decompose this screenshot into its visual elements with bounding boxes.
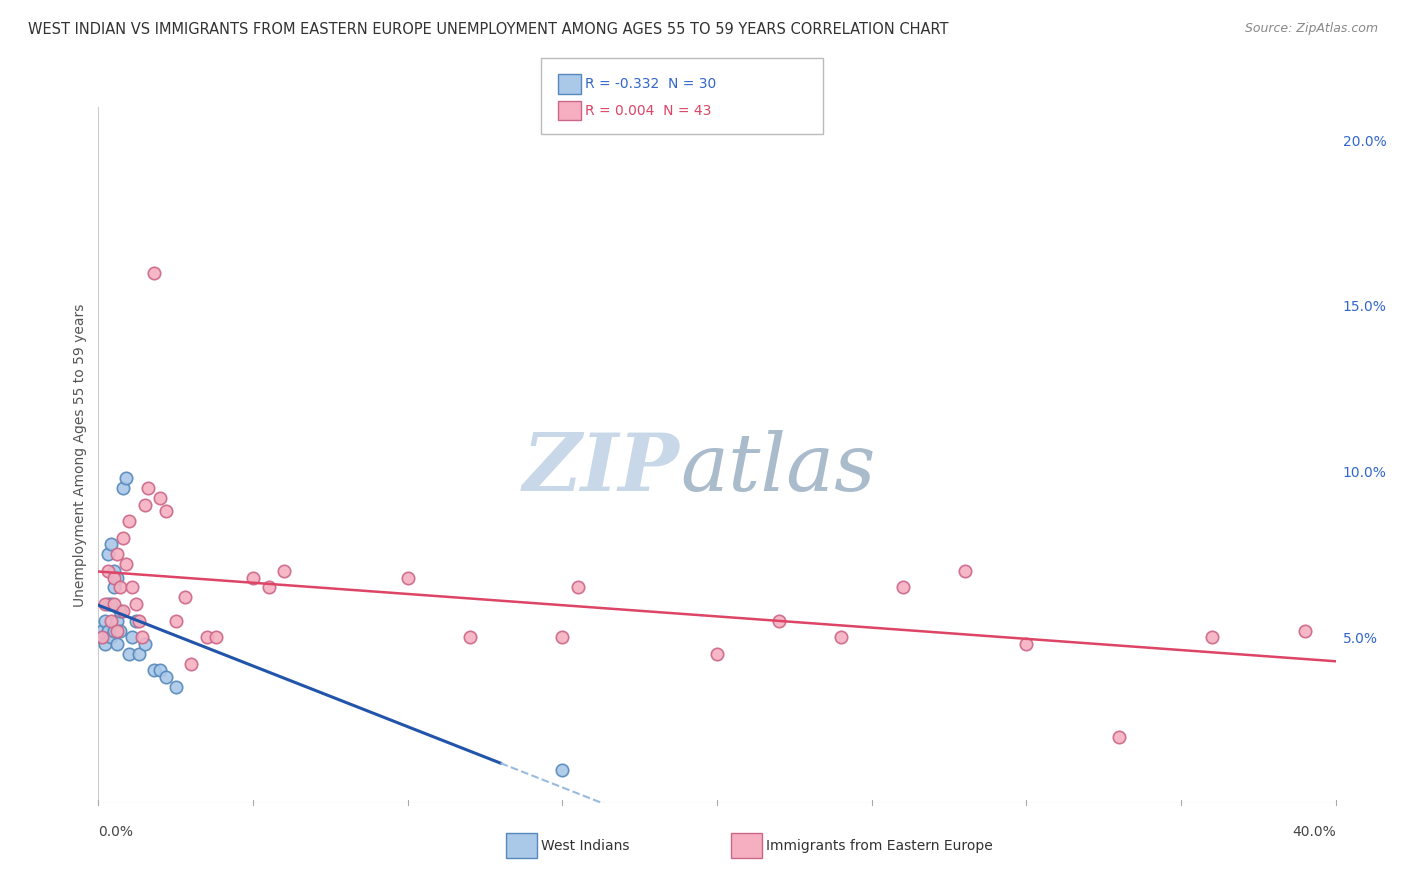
Point xyxy=(149,663,172,677)
Point xyxy=(195,630,218,644)
Text: atlas: atlas xyxy=(681,430,876,508)
Point xyxy=(149,491,172,505)
Y-axis label: Unemployment Among Ages 55 to 59 years: Unemployment Among Ages 55 to 59 years xyxy=(73,303,87,607)
Point xyxy=(273,564,295,578)
Point xyxy=(97,547,120,561)
Text: R = 0.004  N = 43: R = 0.004 N = 43 xyxy=(585,103,711,118)
Point xyxy=(891,581,914,595)
Point xyxy=(134,637,156,651)
Point xyxy=(105,637,128,651)
Point xyxy=(100,614,122,628)
Point xyxy=(136,481,159,495)
Point xyxy=(551,763,574,777)
Point xyxy=(100,537,122,551)
Point xyxy=(1294,624,1316,638)
Point xyxy=(953,564,976,578)
Point xyxy=(103,570,125,584)
Point xyxy=(205,630,228,644)
Point xyxy=(155,504,177,518)
Point xyxy=(112,481,135,495)
Point xyxy=(242,570,264,584)
Point xyxy=(567,581,589,595)
Text: WEST INDIAN VS IMMIGRANTS FROM EASTERN EUROPE UNEMPLOYMENT AMONG AGES 55 TO 59 Y: WEST INDIAN VS IMMIGRANTS FROM EASTERN E… xyxy=(28,22,949,37)
Point xyxy=(768,614,790,628)
Text: Immigrants from Eastern Europe: Immigrants from Eastern Europe xyxy=(766,838,993,853)
Text: West Indians: West Indians xyxy=(541,838,630,853)
Point xyxy=(90,630,112,644)
Text: 40.0%: 40.0% xyxy=(1292,825,1336,839)
Text: 0.0%: 0.0% xyxy=(98,825,134,839)
Point xyxy=(180,657,202,671)
Point xyxy=(830,630,852,644)
Point xyxy=(103,624,125,638)
Point xyxy=(90,630,112,644)
Point xyxy=(108,581,131,595)
Point xyxy=(257,581,280,595)
Point xyxy=(128,647,150,661)
Point xyxy=(93,597,115,611)
Point xyxy=(458,630,481,644)
Point xyxy=(118,514,141,528)
Point xyxy=(105,547,128,561)
Point xyxy=(551,630,574,644)
Text: R = -0.332  N = 30: R = -0.332 N = 30 xyxy=(585,77,716,91)
Point xyxy=(396,570,419,584)
Point xyxy=(103,581,125,595)
Point xyxy=(93,614,115,628)
Point xyxy=(118,647,141,661)
Point xyxy=(115,471,138,485)
Point xyxy=(97,564,120,578)
Point xyxy=(1015,637,1038,651)
Point xyxy=(108,624,131,638)
Point xyxy=(90,624,112,638)
Point xyxy=(103,564,125,578)
Point xyxy=(115,558,138,572)
Point xyxy=(165,614,187,628)
Point xyxy=(706,647,728,661)
Point xyxy=(108,604,131,618)
Point xyxy=(97,597,120,611)
Point xyxy=(112,531,135,545)
Point xyxy=(131,630,153,644)
Point xyxy=(112,604,135,618)
Point xyxy=(105,570,128,584)
Point xyxy=(143,266,166,280)
Point xyxy=(97,624,120,638)
Point xyxy=(143,663,166,677)
Point xyxy=(105,624,128,638)
Point xyxy=(124,597,146,611)
Point xyxy=(1108,730,1130,744)
Point xyxy=(100,597,122,611)
Point xyxy=(93,637,115,651)
Point xyxy=(155,670,177,684)
Point xyxy=(124,614,146,628)
Point xyxy=(134,498,156,512)
Point xyxy=(1201,630,1223,644)
Point xyxy=(100,630,122,644)
Point xyxy=(174,591,197,605)
Text: Source: ZipAtlas.com: Source: ZipAtlas.com xyxy=(1244,22,1378,36)
Point xyxy=(103,597,125,611)
Point xyxy=(121,630,143,644)
Point xyxy=(121,581,143,595)
Point xyxy=(128,614,150,628)
Point xyxy=(165,680,187,694)
Point xyxy=(105,614,128,628)
Text: ZIP: ZIP xyxy=(523,430,681,508)
